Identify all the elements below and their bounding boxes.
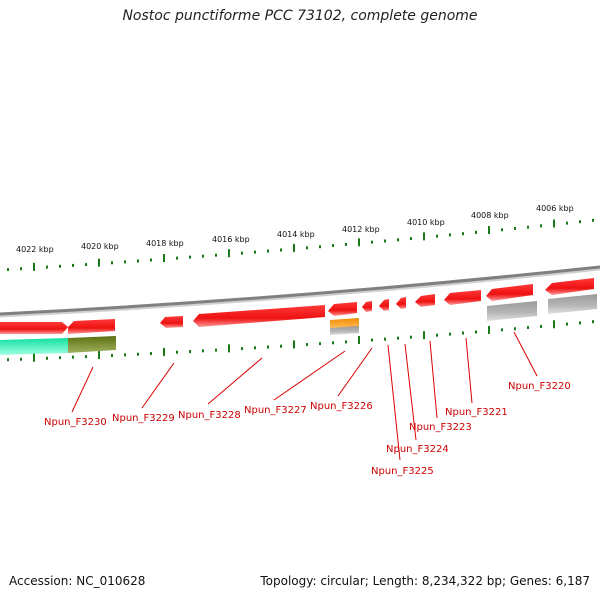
top-tick-track xyxy=(7,218,594,272)
feature-gray[interactable] xyxy=(487,301,537,321)
gene-arrow-npun-f3228[interactable] xyxy=(193,305,325,327)
gene-arrow-npun-f3221[interactable] xyxy=(444,290,481,305)
gene-label[interactable]: Npun_F3228 xyxy=(178,410,241,421)
gene-arrow-npun-f3219[interactable] xyxy=(545,278,594,295)
leader-line xyxy=(141,362,175,409)
gene-label[interactable]: Npun_F3220 xyxy=(508,381,571,392)
leader-line xyxy=(429,340,438,419)
secondary-features xyxy=(0,294,597,355)
genome-backbone xyxy=(0,265,600,316)
map-title: Nostoc punctiforme PCC 73102, complete g… xyxy=(122,8,478,24)
leader-line xyxy=(387,344,401,461)
genome-summary-text: Topology: circular; Length: 8,234,322 bp… xyxy=(260,574,590,588)
gene-label[interactable]: Npun_F3224 xyxy=(386,444,449,455)
kbp-label: 4016 kbp xyxy=(212,235,250,244)
feature-teal[interactable] xyxy=(0,338,68,355)
kbp-label: 4006 kbp xyxy=(536,204,574,213)
gene-arrow-npun-f3220[interactable] xyxy=(486,284,533,301)
label-leader-lines xyxy=(71,331,538,461)
leader-line xyxy=(513,331,538,377)
gene-arrow-npun-f3226[interactable] xyxy=(362,301,372,312)
gene-label[interactable]: Npun_F3226 xyxy=(310,401,373,412)
kbp-label: 4018 kbp xyxy=(146,239,184,248)
leader-line xyxy=(404,343,417,441)
feature-gray-right[interactable] xyxy=(548,294,597,314)
kbp-label: 4012 kbp xyxy=(342,225,380,234)
gene-label[interactable]: Npun_F3225 xyxy=(371,466,434,477)
leader-line xyxy=(273,350,346,401)
gene-arrow-npun-f3223[interactable] xyxy=(415,294,435,307)
leader-line xyxy=(337,347,373,397)
gene-arrow-npun-f3230[interactable] xyxy=(0,322,68,334)
gene-label[interactable]: Npun_F3227 xyxy=(244,405,307,416)
leader-line xyxy=(71,366,94,413)
feature-olive[interactable] xyxy=(68,336,116,353)
gene-labels: Npun_F3230 Npun_F3229 Npun_F3228 Npun_F3… xyxy=(44,381,571,477)
bottom-tick-track xyxy=(7,320,594,362)
kbp-label: 4014 kbp xyxy=(277,230,315,239)
gene-arrow-npun-f3229[interactable] xyxy=(160,316,183,328)
gene-arrow-npun-f3227[interactable] xyxy=(328,302,357,316)
feature-gray-small[interactable] xyxy=(330,326,359,335)
kbp-axis-labels: 4022 kbp 4020 kbp 4018 kbp 4016 kbp 4014… xyxy=(16,204,574,254)
kbp-label: 4008 kbp xyxy=(471,211,509,220)
gene-label[interactable]: Npun_F3229 xyxy=(112,413,175,424)
gene-arrow-npun-f3225[interactable] xyxy=(379,299,389,311)
gene-label[interactable]: Npun_F3221 xyxy=(445,407,508,418)
leader-line xyxy=(207,357,263,405)
kbp-label: 4020 kbp xyxy=(81,242,119,251)
gene-arrow-npun-f3229-left[interactable] xyxy=(68,319,115,334)
kbp-label: 4010 kbp xyxy=(407,218,445,227)
gene-arrow-npun-f3224[interactable] xyxy=(396,297,406,309)
kbp-label: 4022 kbp xyxy=(16,245,54,254)
forward-strand-genes xyxy=(0,278,594,334)
gene-label[interactable]: Npun_F3223 xyxy=(409,422,472,433)
accession-text: Accession: NC_010628 xyxy=(9,574,146,588)
feature-orange[interactable] xyxy=(330,318,359,329)
leader-line xyxy=(465,337,473,404)
gene-label[interactable]: Npun_F3230 xyxy=(44,417,107,428)
